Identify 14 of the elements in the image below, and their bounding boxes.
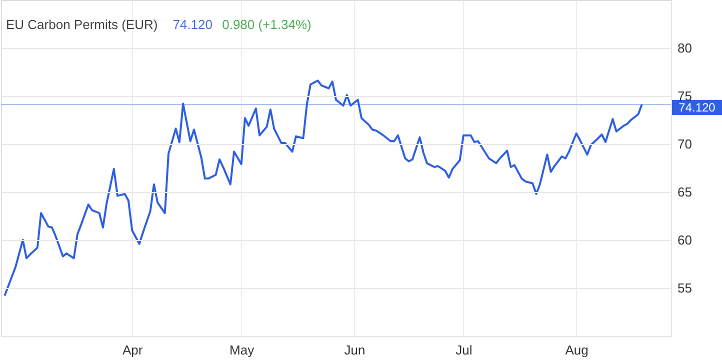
y-tick-label: 55 xyxy=(678,280,692,296)
annotation: 0.980 (+1.34%) xyxy=(222,17,312,32)
annotation: 74.120 xyxy=(172,17,212,32)
y-tick-label: 80 xyxy=(678,40,692,56)
x-tick-label: Jun xyxy=(344,342,366,358)
x-tick-label: May xyxy=(230,342,255,358)
y-tick-label: 70 xyxy=(678,136,692,152)
x-tick-label: Apr xyxy=(122,342,144,358)
line-series xyxy=(4,80,643,297)
x-tick-label: Jul xyxy=(456,342,472,358)
x-tick-label: Aug xyxy=(565,342,588,358)
text: EU Carbon Permits (EUR) xyxy=(6,17,158,32)
y-tick-label: 60 xyxy=(678,232,692,248)
y-tick-label: 65 xyxy=(678,184,692,200)
